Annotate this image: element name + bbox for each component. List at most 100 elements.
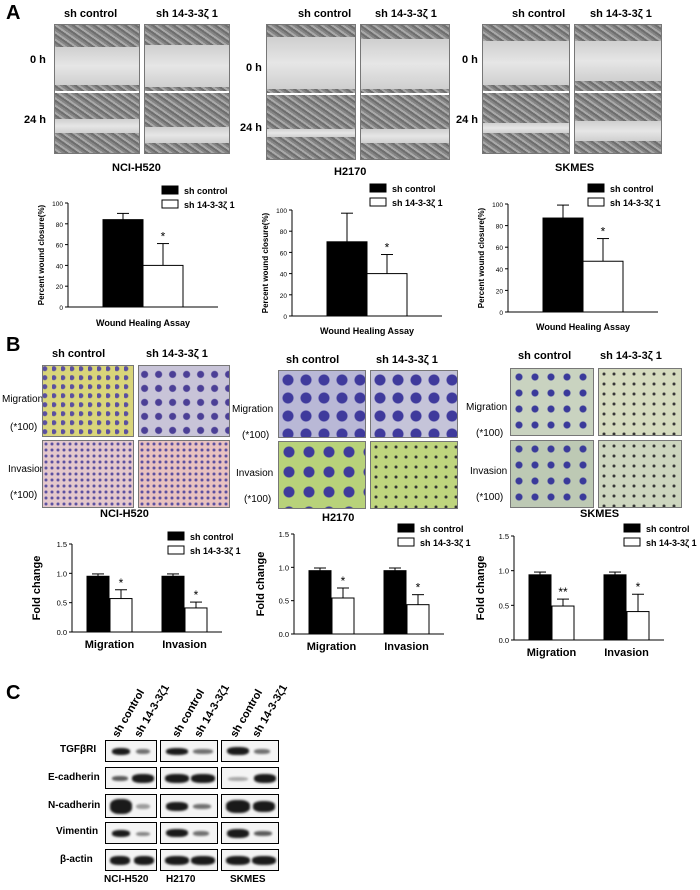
significance-label: *	[416, 581, 421, 595]
micrograph	[482, 24, 570, 154]
row-label: (*100)	[242, 430, 270, 441]
legend-label: sh control	[420, 524, 464, 534]
y-tick-label: 100	[492, 202, 503, 209]
y-axis-label: Fold change	[475, 556, 487, 621]
y-tick-label: 0.5	[279, 597, 289, 606]
y-tick-label: 80	[280, 229, 288, 236]
legend-swatch	[167, 545, 185, 555]
x-tick-label: Migration	[307, 641, 357, 653]
micrograph	[278, 441, 366, 509]
micrograph	[574, 24, 662, 154]
micrograph	[370, 370, 458, 438]
wound-charts: 0 20 40 60 80 100 Percent wound closure(%) * Wou…	[37, 183, 661, 336]
row-label: 24 h	[240, 122, 263, 134]
bar	[109, 598, 133, 633]
x-tick-label: Migration	[85, 639, 135, 651]
blot-strip	[221, 849, 279, 871]
significance-label: *	[341, 574, 346, 588]
wound-chart-h2170: 0 20 40 60 80 100 Percent wound closure(%) * Wou…	[261, 183, 443, 336]
legend-label: sh control	[190, 532, 234, 542]
significance-label: *	[161, 230, 166, 244]
y-tick-label: 40	[56, 263, 64, 270]
legend-swatch	[369, 183, 387, 193]
cell-line-label: H2170	[166, 874, 196, 885]
col-label: sh 14-3-3ζ 1	[376, 354, 438, 366]
col-label: sh 14-3-3ζ 1	[146, 348, 208, 360]
y-axis-label: Percent wound closure(%)	[477, 207, 486, 308]
legend-label: sh 14-3-3ζ 1	[190, 546, 241, 556]
y-tick-label: 60	[280, 250, 288, 257]
y-tick-label: 1.0	[499, 567, 509, 576]
micrograph	[370, 441, 458, 509]
y-tick-label: 0	[59, 305, 63, 312]
micrograph	[510, 368, 594, 436]
row-label: (*100)	[10, 422, 38, 433]
bar	[542, 217, 584, 313]
legend-swatch	[623, 537, 641, 547]
row-label: Invasion	[236, 468, 274, 479]
panel-letter-b: B	[6, 334, 21, 356]
col-label: sh control	[512, 8, 566, 20]
panel-letter-c: C	[6, 682, 21, 704]
legend-label: sh control	[646, 524, 690, 534]
wound-chart-skmes: 0 20 40 60 80 100 Percent wound closure(%) * Wou…	[477, 183, 661, 332]
x-tick-label: Invasion	[604, 647, 649, 659]
row-label: (*100)	[244, 494, 272, 505]
protein-label: β-actin	[60, 854, 93, 865]
legend-swatch	[587, 183, 605, 193]
micrograph	[42, 365, 134, 437]
y-tick-label: 1.5	[279, 530, 289, 539]
micrograph	[42, 440, 134, 508]
blot-strip	[160, 849, 218, 871]
col-label: sh control	[52, 348, 106, 360]
legend-swatch	[369, 197, 387, 207]
y-tick-label: 20	[56, 284, 64, 291]
y-axis-label: Percent wound closure(%)	[37, 204, 46, 305]
blot-strip	[105, 822, 157, 844]
bar	[142, 264, 184, 308]
row-label: 0 h	[462, 54, 478, 66]
cell-line-label: SKMES	[580, 508, 620, 520]
significance-label: *	[385, 241, 390, 255]
blot-strip	[160, 794, 218, 818]
fold-charts: 0.0 0.5 1.0 1.5 Fold change * Migration * Invasi…	[31, 523, 697, 659]
significance-label: *	[601, 225, 606, 239]
micrograph	[144, 24, 230, 154]
row-label: (*100)	[476, 428, 504, 439]
row-label: Migration	[232, 404, 274, 415]
wound-chart-nci-h520: 0 20 40 60 80 100 Percent wound closure(%) * Wou…	[37, 185, 235, 328]
col-label: sh control	[64, 8, 118, 20]
blot-column-labels: sh control sh 14-3-3ζ1 sh control sh 14-…	[110, 683, 290, 740]
y-tick-label: 0	[283, 314, 287, 321]
legend-label: sh control	[184, 186, 228, 196]
row-label: 24 h	[24, 114, 47, 126]
micrograph	[54, 24, 140, 154]
blot-strip	[105, 794, 157, 818]
micrograph	[138, 365, 230, 437]
legend-swatch	[161, 199, 179, 209]
legend-swatch	[397, 523, 415, 533]
legend-swatch	[623, 523, 641, 533]
blot-strip	[160, 767, 218, 789]
cell-line-label: SKMES	[230, 874, 266, 885]
legend-swatch	[167, 531, 185, 541]
y-axis-label: Fold change	[255, 552, 267, 617]
bar	[161, 575, 185, 633]
blot-strip	[221, 740, 279, 762]
y-tick-label: 100	[52, 201, 63, 208]
significance-label: *	[119, 576, 124, 590]
y-tick-label: 0.5	[57, 599, 67, 608]
col-label: sh 14-3-3ζ 1	[375, 8, 437, 20]
bar	[308, 570, 332, 635]
cell-line-label: H2170	[334, 166, 367, 178]
y-axis-label: Percent wound closure(%)	[261, 212, 270, 313]
y-tick-label: 1.5	[57, 540, 67, 549]
micrograph	[138, 440, 230, 508]
bar	[326, 241, 368, 317]
row-label: 24 h	[456, 114, 479, 126]
y-tick-label: 20	[496, 288, 504, 295]
bar	[528, 574, 552, 641]
y-tick-label: 60	[56, 243, 64, 250]
y-tick-label: 1.0	[279, 563, 289, 572]
protein-label: Vimentin	[56, 826, 99, 837]
